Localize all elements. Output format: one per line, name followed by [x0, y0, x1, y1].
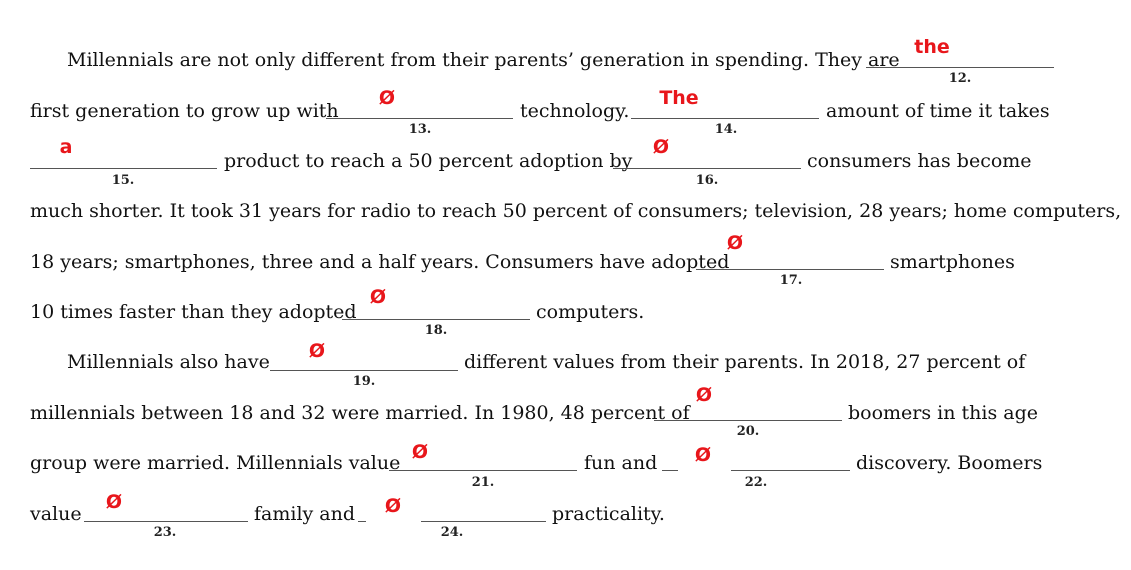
passage-text: computers. [536, 301, 645, 323]
blank-15-line[interactable] [30, 168, 217, 169]
blank-24-answer: Ø [384, 495, 402, 517]
passage-text: consumers has become [807, 150, 1032, 172]
passage-text: fun and [584, 452, 658, 474]
blank-14-line[interactable] [631, 118, 819, 119]
blank-12-number: 12. [948, 71, 972, 86]
blank-16-line[interactable] [613, 168, 801, 169]
blank-12-answer: the [914, 36, 950, 58]
blank-21-line[interactable] [389, 470, 577, 471]
blank-23-number: 23. [153, 525, 177, 540]
passage-text: different values from their parents. In … [464, 351, 1026, 373]
passage-text: value [30, 503, 82, 525]
blank-14-number: 14. [714, 122, 738, 137]
blank-21-number: 21. [471, 475, 495, 490]
passage-text: 18 years; smartphones, three and a half … [30, 251, 730, 273]
passage-text: practicality. [552, 503, 665, 525]
blank-24-number: 24. [440, 525, 464, 540]
blank-19-line[interactable] [270, 370, 458, 371]
blank-18-number: 18. [424, 323, 448, 338]
passage-text: smartphones [890, 251, 1015, 273]
passage-text: Millennials also have [67, 351, 270, 373]
blank-21-answer: Ø [411, 441, 429, 463]
passage-text: much shorter. It took 31 years for radio… [30, 200, 1122, 222]
blank-19-number: 19. [352, 374, 376, 389]
blank-20-number: 20. [736, 424, 760, 439]
blank-23-answer: Ø [105, 491, 123, 513]
blank-15-number: 15. [111, 173, 135, 188]
passage-text: technology. [520, 100, 630, 122]
blank-19-answer: Ø [308, 340, 326, 362]
passage-text: first generation to grow up with [30, 100, 339, 122]
passage-text: 10 times faster than they adopted [30, 301, 357, 323]
passage-text: Millennials are not only different from … [67, 49, 900, 71]
blank-13-number: 13. [408, 122, 432, 137]
blank-12-line[interactable] [866, 67, 1054, 68]
blank-20-line[interactable] [654, 420, 842, 421]
blank-16-number: 16. [695, 173, 719, 188]
blank-18-answer: Ø [369, 286, 387, 308]
blank-17-number: 17. [779, 273, 803, 288]
passage-text: group were married. Millennials value [30, 452, 401, 474]
blank-18-line[interactable] [342, 319, 530, 320]
blank-22-number: 22. [744, 475, 768, 490]
blank-22-line[interactable] [662, 470, 850, 471]
blank-17-answer: Ø [726, 232, 744, 254]
blank-22-answer: Ø [694, 444, 712, 466]
blank-20-answer: Ø [695, 384, 713, 406]
answer-mark-gap [678, 467, 731, 473]
blank-16-answer: Ø [652, 136, 670, 158]
passage-text: boomers in this age [848, 402, 1038, 424]
answer-mark-gap [366, 518, 421, 524]
blank-17-line[interactable] [696, 269, 884, 270]
passage-text: discovery. Boomers [856, 452, 1043, 474]
blank-14-answer: The [659, 87, 699, 109]
blank-24-line[interactable] [358, 521, 546, 522]
blank-13-line[interactable] [326, 118, 513, 119]
passage-text: amount of time it takes [826, 100, 1050, 122]
passage-text: product to reach a 50 percent adoption b… [224, 150, 633, 172]
blank-23-line[interactable] [84, 521, 248, 522]
blank-13-answer: Ø [378, 87, 396, 109]
passage-text: family and [254, 503, 356, 525]
blank-15-answer: a [59, 136, 73, 158]
passage-text: millennials between 18 and 32 were marri… [30, 402, 690, 424]
